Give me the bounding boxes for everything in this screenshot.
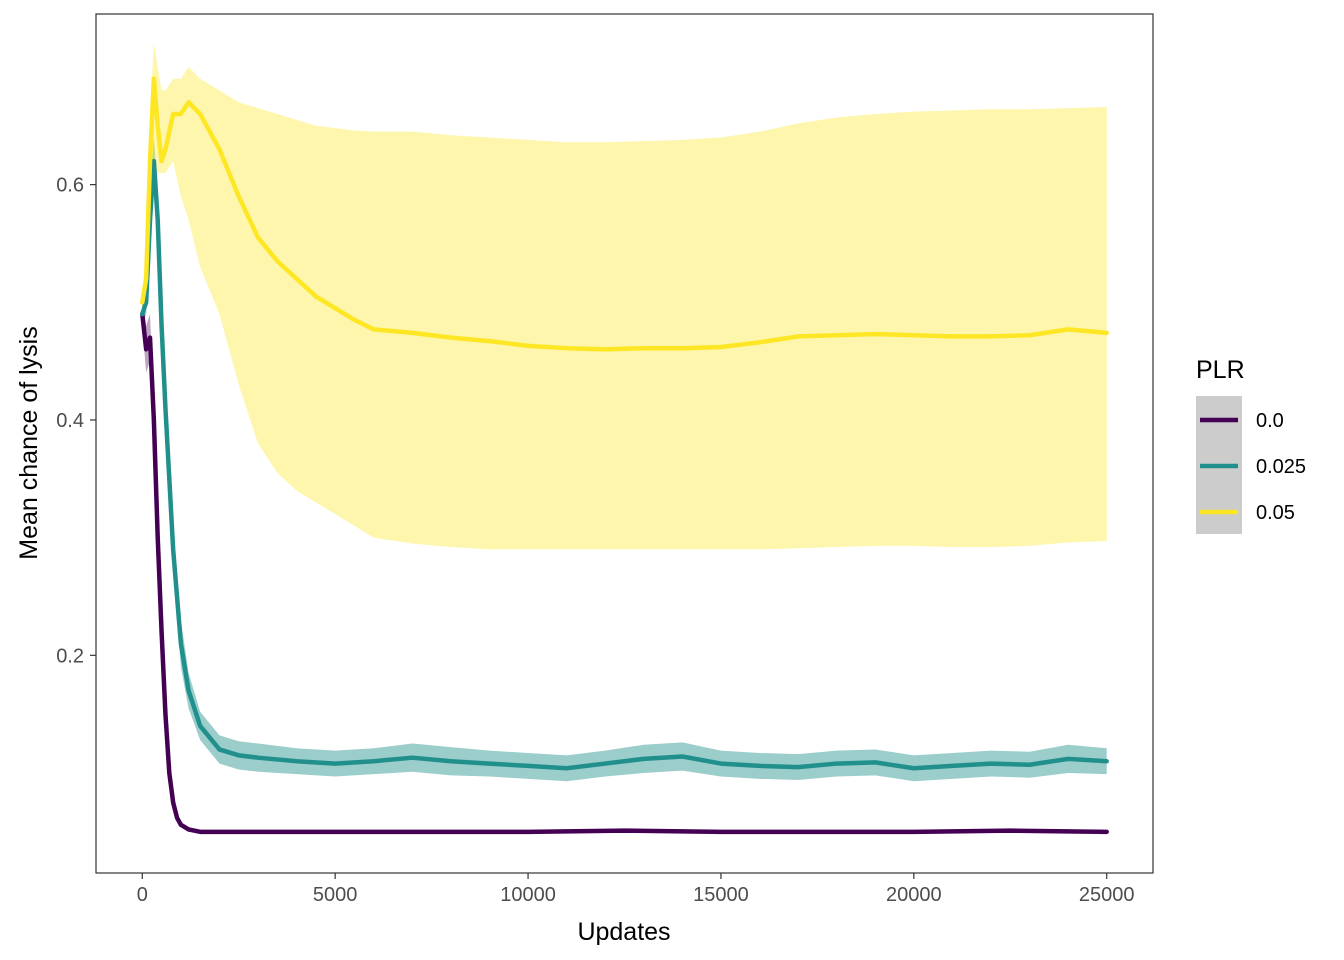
y-axis: 0.2 0.4 0.6	[56, 175, 96, 667]
legend-label: 0.025	[1256, 456, 1306, 478]
legend-label: 0.05	[1256, 502, 1295, 524]
x-tick-label: 0	[137, 884, 148, 906]
x-tick-label: 5000	[313, 884, 358, 906]
y-tick-label: 0.6	[56, 175, 84, 197]
x-axis: 0 5000 10000 15000 20000 25000	[137, 873, 1135, 906]
line-0-0	[140, 311, 1109, 835]
x-tick-label: 20000	[886, 884, 942, 906]
confidence-bands	[142, 43, 1107, 833]
line-0-05	[140, 76, 1109, 352]
x-tick-label: 25000	[1079, 884, 1135, 906]
band-0-05	[142, 43, 1107, 550]
legend-title: PLR	[1196, 356, 1245, 384]
x-axis-title: Updates	[577, 918, 670, 946]
series-lines	[140, 76, 1109, 835]
x-tick-label: 15000	[693, 884, 749, 906]
y-tick-label: 0.4	[56, 410, 84, 432]
legend: PLR 0.0 0.025 0.05	[1196, 356, 1306, 534]
y-tick-label: 0.2	[56, 645, 84, 667]
plot-panel-border	[95, 13, 1154, 874]
y-axis-title: Mean chance of lysis	[15, 326, 43, 559]
legend-items: 0.0 0.025 0.05	[1200, 410, 1306, 524]
x-tick-label: 10000	[500, 884, 556, 906]
line-0-025	[140, 158, 1109, 771]
legend-label: 0.0	[1256, 410, 1284, 432]
